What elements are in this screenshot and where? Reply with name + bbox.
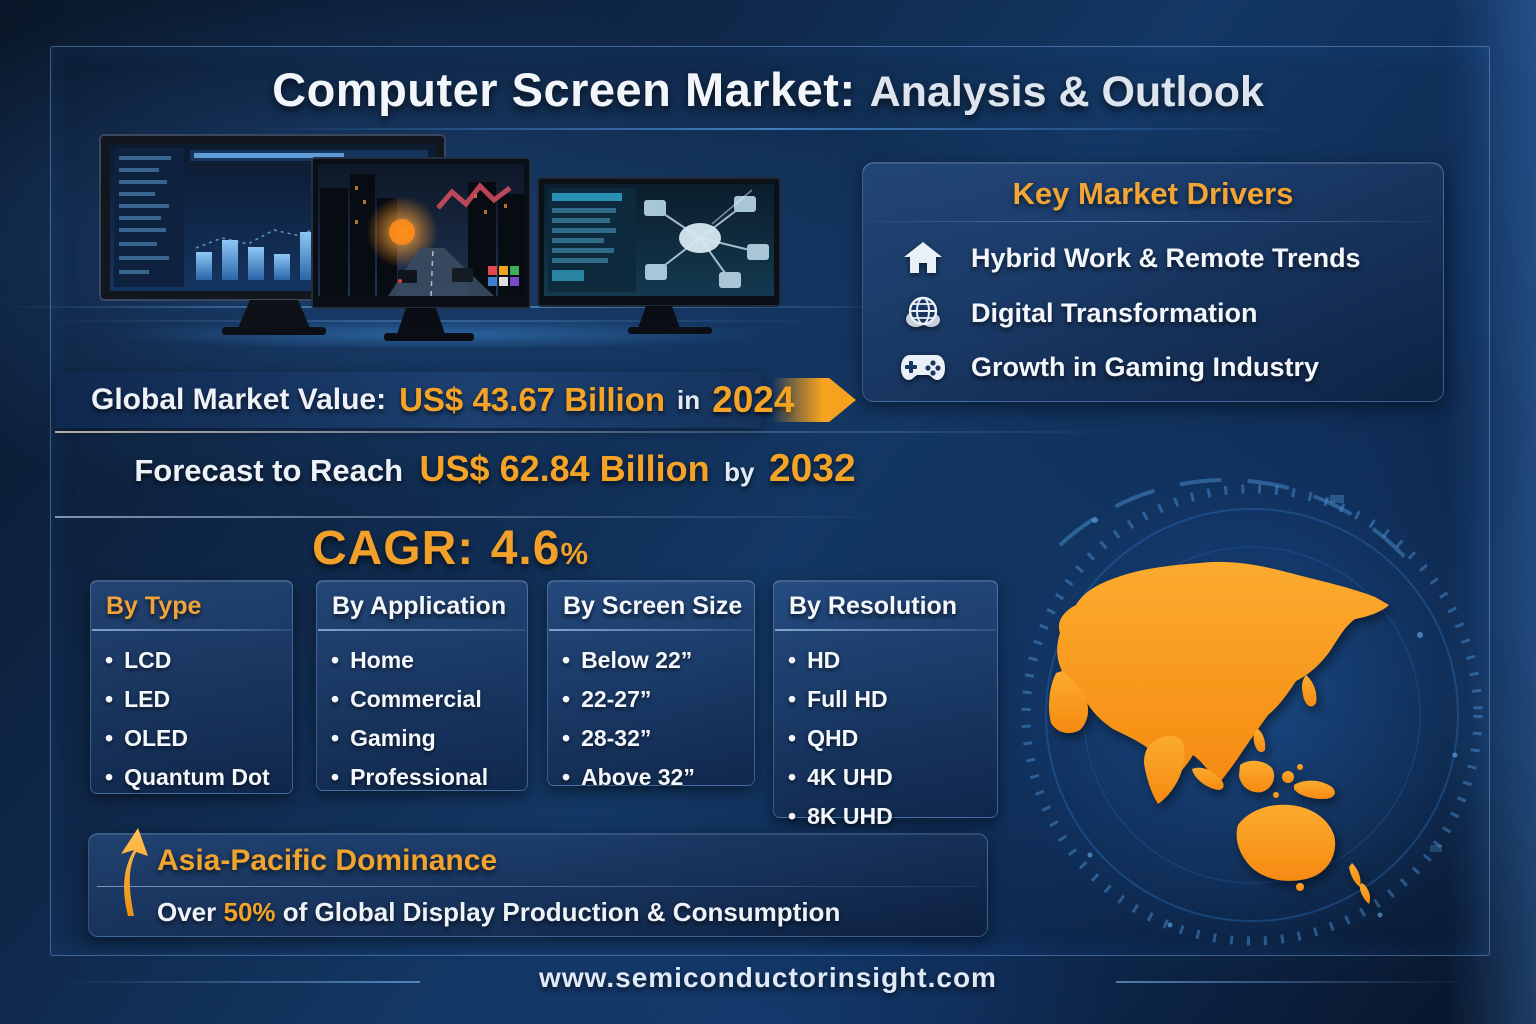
segment-heading: By Screen Size: [563, 592, 743, 620]
list-item: 28-32”: [562, 725, 740, 752]
footer-divider-right: [1116, 981, 1474, 983]
banner-divider: [55, 431, 1140, 433]
list-item: QHD: [788, 725, 983, 752]
list-item: Gaming: [331, 725, 513, 752]
list-item: Below 22”: [562, 647, 740, 674]
cagr-line: CAGR: 4.6%: [70, 521, 830, 576]
list-item: Quantum Dot: [105, 764, 278, 791]
market-value-amount: US$ 43.67 Billion: [399, 381, 666, 418]
forecast-connector: by: [724, 457, 755, 487]
monitors-hero-image: [99, 134, 781, 348]
segment-divider: [775, 629, 996, 631]
list-item: HD: [788, 647, 983, 674]
key-market-drivers-panel: Key Market Drivers Hybrid Work & Remote …: [862, 162, 1444, 402]
page-title: Computer Screen Market: Analysis & Outloo…: [0, 62, 1536, 117]
segment-heading: By Application: [332, 592, 507, 620]
growth-arrow-icon: [121, 828, 148, 916]
list-item: 22-27”: [562, 686, 740, 713]
title-main: Computer Screen Market:: [272, 63, 856, 116]
market-value-connector: in: [677, 384, 701, 415]
apac-stat-line: Over 50% of Global Display Production & …: [157, 897, 987, 928]
driver-label: Growth in Gaming Industry: [971, 351, 1320, 382]
forecast-amount: US$ 62.84 Billion: [419, 448, 710, 489]
list-item: Above 32”: [562, 764, 740, 791]
apac-banner: Asia-Pacific Dominance Over 50% of Globa…: [88, 833, 988, 937]
cagr-value: 4.6: [490, 522, 561, 575]
title-divider: [240, 128, 1300, 130]
right-edge-glow: [1446, 0, 1536, 1024]
list-item: Professional: [331, 764, 513, 791]
apac-stat-highlight: 50%: [223, 897, 276, 927]
forecast-line: Forecast to Reach US$ 62.84 Billion by 2…: [100, 447, 890, 491]
forecast-label: Forecast to Reach: [134, 453, 404, 488]
drivers-heading: Key Market Drivers: [1012, 176, 1294, 211]
list-item: Home: [331, 647, 513, 674]
footer-divider-left: [62, 981, 420, 983]
driver-row: Growth in Gaming Industry: [897, 351, 1443, 383]
driver-label: Hybrid Work & Remote Trends: [971, 242, 1361, 273]
driver-row: Digital Transformation: [897, 294, 1443, 332]
apac-divider: [97, 886, 979, 887]
market-value-label: Global Market Value:: [91, 383, 387, 416]
segment-divider: [549, 629, 753, 631]
driver-label: Digital Transformation: [971, 297, 1258, 328]
globe-icon: [897, 294, 949, 332]
segment-list: Below 22” 22-27” 28-32” Above 32”: [548, 647, 754, 791]
drivers-divider: [873, 221, 1433, 222]
segment-heading: By Resolution: [789, 592, 958, 620]
list-item: LED: [105, 686, 278, 713]
apac-heading: Asia-Pacific Dominance: [157, 844, 498, 877]
list-item: Full HD: [788, 686, 983, 713]
gamepad-icon: [897, 351, 949, 383]
driver-row: Hybrid Work & Remote Trends: [897, 241, 1443, 275]
forecast-year: 2032: [768, 447, 856, 490]
cagr-unit: %: [560, 536, 589, 571]
segment-list: HD Full HD QHD 4K UHD 8K UHD: [774, 647, 997, 830]
outer-frame: [50, 46, 1490, 956]
segment-list: Home Commercial Gaming Professional: [317, 647, 527, 791]
list-item: OLED: [105, 725, 278, 752]
segment-panel-by-application: By Application Home Commercial Gaming Pr…: [316, 580, 528, 791]
segment-panel-by-screen-size: By Screen Size Below 22” 22-27” 28-32” A…: [547, 580, 755, 790]
apac-stat-suffix: of Global Display Production & Consumpti…: [275, 897, 841, 927]
home-icon: [897, 241, 949, 275]
list-item: 8K UHD: [788, 803, 983, 830]
segment-heading: By Type: [106, 592, 202, 620]
asia-pacific-map: [1012, 475, 1492, 955]
forecast-divider: [55, 516, 885, 518]
segment-panel-by-resolution: By Resolution HD Full HD QHD 4K UHD 8K U…: [773, 580, 998, 829]
segment-divider: [318, 629, 526, 631]
market-value-banner: Global Market Value: US$ 43.67 Billion i…: [55, 372, 794, 428]
list-item: 4K UHD: [788, 764, 983, 791]
list-item: Commercial: [331, 686, 513, 713]
title-sub: Analysis & Outlook: [869, 68, 1264, 116]
apac-stat-prefix: Over: [157, 897, 224, 927]
footer-url: www.semiconductorinsight.com: [539, 962, 997, 993]
segment-panel-by-type: By Type LCD LED OLED Quantum Dot: [90, 580, 293, 794]
segment-divider: [92, 629, 291, 631]
list-item: LCD: [105, 647, 278, 674]
segment-list: LCD LED OLED Quantum Dot: [91, 647, 292, 791]
cagr-label: CAGR:: [311, 522, 475, 575]
